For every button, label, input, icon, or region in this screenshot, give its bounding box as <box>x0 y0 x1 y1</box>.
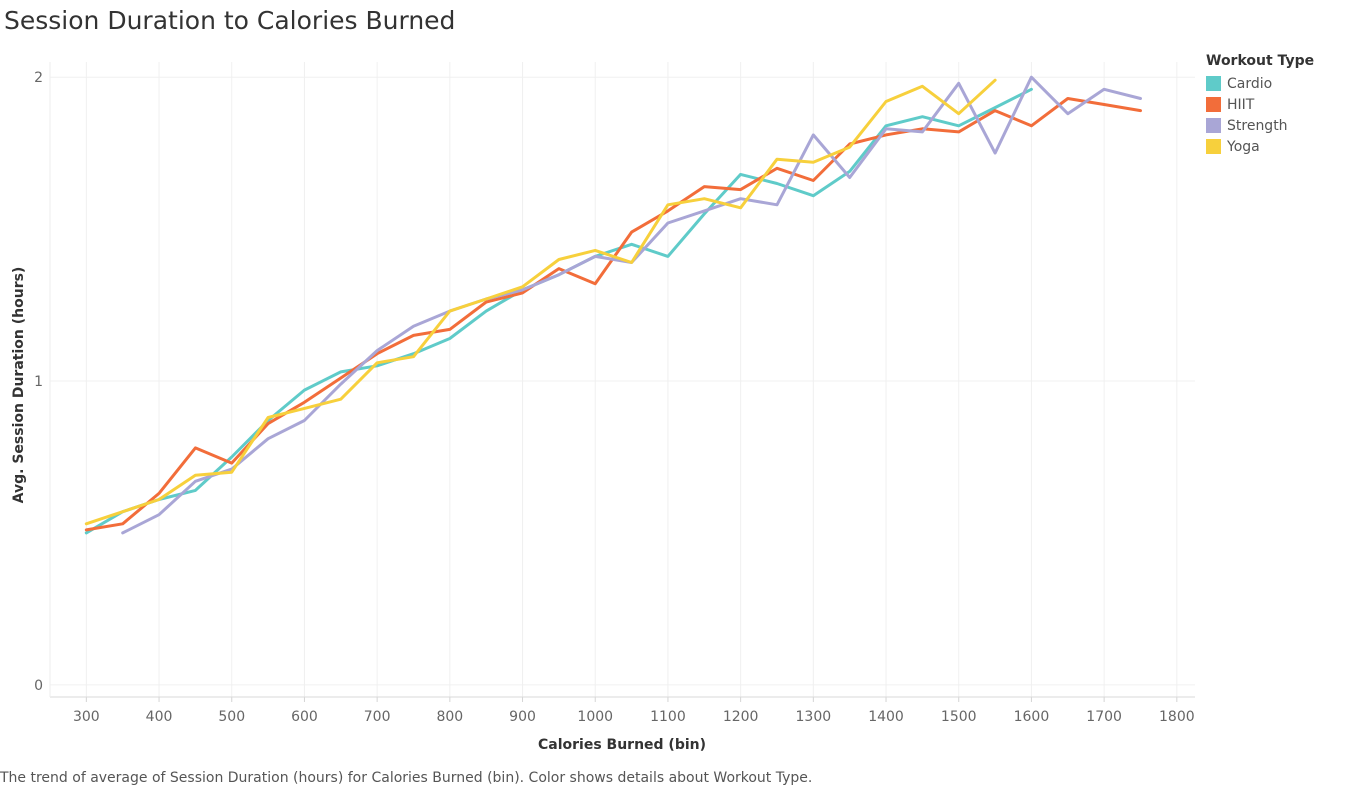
x-tick-label: 500 <box>218 709 245 725</box>
x-tick-label: 900 <box>509 709 536 725</box>
x-tick-label: 1600 <box>1014 709 1050 725</box>
series-line-hiit <box>84 97 1142 532</box>
x-tick-label: 1700 <box>1086 709 1122 725</box>
legend-label: HIIT <box>1227 96 1255 113</box>
chart-caption: The trend of average of Session Duration… <box>0 770 813 786</box>
chart-title: Session Duration to Calories Burned <box>4 6 456 35</box>
x-axis-title: Calories Burned (bin) <box>538 737 706 753</box>
legend-label: Strength <box>1227 117 1288 134</box>
legend-swatch <box>1206 76 1221 91</box>
series-line-yoga <box>84 78 997 526</box>
axes: 300 400 500 600 700 800 900 1000 1100 1200 1300 140… <box>34 62 1195 725</box>
x-tick-label: 800 <box>436 709 463 725</box>
legend-swatch <box>1206 118 1221 133</box>
x-tick-label: 1300 <box>796 709 832 725</box>
legend-item-cardio[interactable]: Cardio <box>1206 73 1314 94</box>
legend-item-strength[interactable]: Strength <box>1206 115 1314 136</box>
x-tick-label: 300 <box>73 709 100 725</box>
x-tick-label: 1500 <box>941 709 977 725</box>
series-lines <box>84 75 1142 535</box>
y-axis-title: Avg. Session Duration (hours) <box>11 267 27 504</box>
x-tick-label: 400 <box>146 709 173 725</box>
x-tick-label: 1400 <box>868 709 904 725</box>
legend-swatch <box>1206 139 1221 154</box>
legend-items: Cardio HIIT Strength Yoga <box>1206 73 1314 157</box>
y-tick-label: 2 <box>34 70 43 86</box>
legend-item-hiit[interactable]: HIIT <box>1206 94 1314 115</box>
series-line-strength <box>121 75 1142 535</box>
y-tick-label: 1 <box>34 374 43 390</box>
x-tick-label: 1800 <box>1159 709 1195 725</box>
x-tick-label: 1200 <box>723 709 759 725</box>
x-tick-label: 700 <box>364 709 391 725</box>
x-tick-label: 600 <box>291 709 318 725</box>
x-tick-label: 1100 <box>650 709 686 725</box>
legend-label: Yoga <box>1227 138 1260 155</box>
legend-swatch <box>1206 97 1221 112</box>
series-line-cardio <box>84 87 1033 535</box>
x-tick-label: 1000 <box>577 709 613 725</box>
legend-title: Workout Type <box>1206 53 1315 69</box>
legend-item-yoga[interactable]: Yoga <box>1206 136 1314 157</box>
y-tick-label: 0 <box>34 678 43 694</box>
gridlines <box>50 62 1195 697</box>
legend: Workout Type Cardio HIIT Strength Yoga <box>1206 53 1314 157</box>
legend-label: Cardio <box>1227 75 1273 92</box>
